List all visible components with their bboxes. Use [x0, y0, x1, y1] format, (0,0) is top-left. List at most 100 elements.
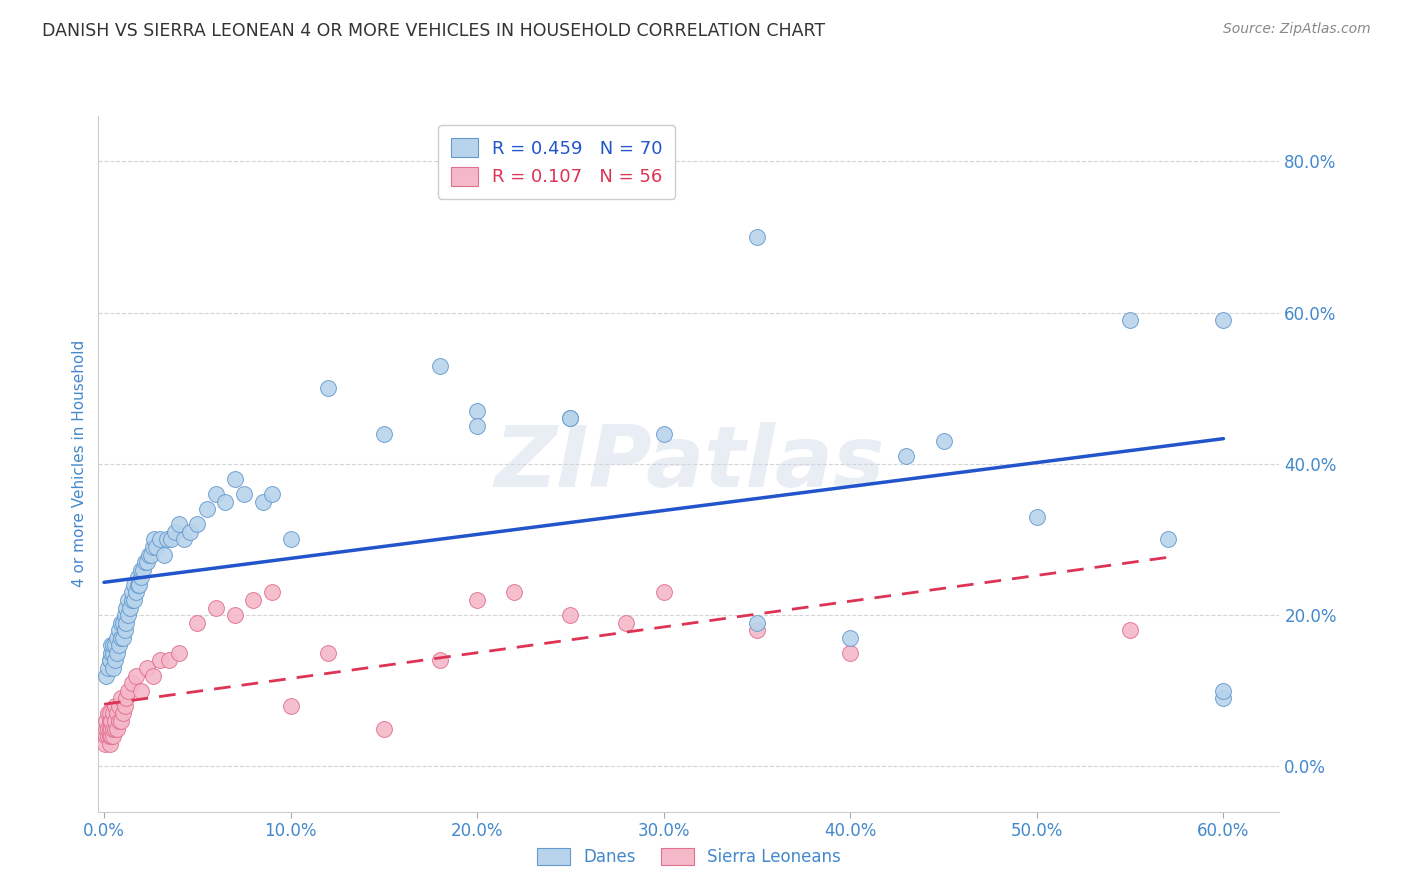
Point [616, 615, 638, 630]
Point [110, 714, 132, 728]
Point [1119, 313, 1142, 327]
Point [108, 638, 131, 652]
Point [110, 615, 132, 630]
Point [103, 646, 125, 660]
Point [121, 585, 143, 599]
Point [97, 729, 120, 743]
Point [896, 450, 918, 464]
Point [205, 487, 228, 501]
Point [98, 722, 121, 736]
Point [156, 533, 179, 547]
Point [97, 661, 120, 675]
Point [100, 646, 122, 660]
Point [97, 722, 120, 736]
Point [157, 653, 180, 667]
Text: DANISH VS SIERRA LEONEAN 4 OR MORE VEHICLES IN HOUSEHOLD CORRELATION CHART: DANISH VS SIERRA LEONEAN 4 OR MORE VEHIC… [42, 22, 825, 40]
Point [104, 698, 127, 713]
Point [94, 714, 117, 728]
Point [252, 494, 274, 508]
Point [143, 533, 166, 547]
Point [179, 524, 201, 539]
Point [260, 585, 283, 599]
Point [280, 533, 302, 547]
Point [373, 722, 395, 736]
Point [125, 668, 148, 682]
Point [224, 608, 246, 623]
Point [103, 706, 125, 721]
Point [131, 563, 153, 577]
Point [98, 729, 121, 743]
Point [134, 555, 156, 569]
Point [214, 494, 236, 508]
Point [115, 691, 138, 706]
Point [195, 502, 218, 516]
Point [652, 426, 675, 441]
Point [98, 737, 121, 751]
Point [100, 638, 122, 652]
Point [98, 706, 121, 721]
Point [560, 411, 582, 425]
Point [104, 638, 127, 652]
Point [100, 722, 122, 736]
Point [105, 631, 128, 645]
Point [104, 653, 127, 667]
Point [139, 548, 162, 562]
Text: ZIPatlas: ZIPatlas [494, 422, 884, 506]
Point [108, 624, 131, 638]
Y-axis label: 4 or more Vehicles in Household: 4 or more Vehicles in Household [72, 340, 87, 588]
Point [152, 548, 174, 562]
Legend: Danes, Sierra Leoneans: Danes, Sierra Leoneans [530, 841, 848, 873]
Point [145, 540, 167, 554]
Point [141, 540, 163, 554]
Point [1156, 533, 1178, 547]
Point [117, 608, 139, 623]
Point [111, 631, 134, 645]
Point [94, 722, 117, 736]
Point [167, 517, 190, 532]
Point [94, 729, 117, 743]
Point [132, 563, 155, 577]
Point [260, 487, 283, 501]
Point [103, 722, 125, 736]
Point [120, 600, 142, 615]
Point [100, 729, 122, 743]
Point [465, 419, 488, 434]
Point [98, 714, 121, 728]
Point [233, 487, 256, 501]
Point [103, 661, 125, 675]
Point [121, 593, 143, 607]
Point [94, 668, 117, 682]
Point [138, 548, 160, 562]
Point [429, 359, 451, 373]
Point [111, 615, 134, 630]
Point [167, 646, 190, 660]
Point [1025, 509, 1047, 524]
Point [745, 615, 768, 630]
Point [224, 472, 246, 486]
Point [127, 578, 149, 592]
Point [280, 698, 302, 713]
Point [114, 624, 136, 638]
Point [108, 714, 131, 728]
Point [932, 434, 955, 449]
Point [110, 691, 132, 706]
Point [1119, 624, 1142, 638]
Point [136, 661, 159, 675]
Point [1212, 683, 1234, 698]
Point [105, 706, 128, 721]
Point [745, 230, 768, 244]
Point [110, 631, 132, 645]
Point [503, 585, 526, 599]
Point [316, 646, 339, 660]
Point [465, 404, 488, 418]
Point [104, 714, 127, 728]
Point [136, 555, 159, 569]
Point [131, 570, 153, 584]
Point [114, 698, 136, 713]
Point [104, 722, 127, 736]
Point [316, 381, 339, 395]
Point [105, 722, 128, 736]
Point [186, 517, 208, 532]
Point [100, 714, 122, 728]
Point [98, 653, 121, 667]
